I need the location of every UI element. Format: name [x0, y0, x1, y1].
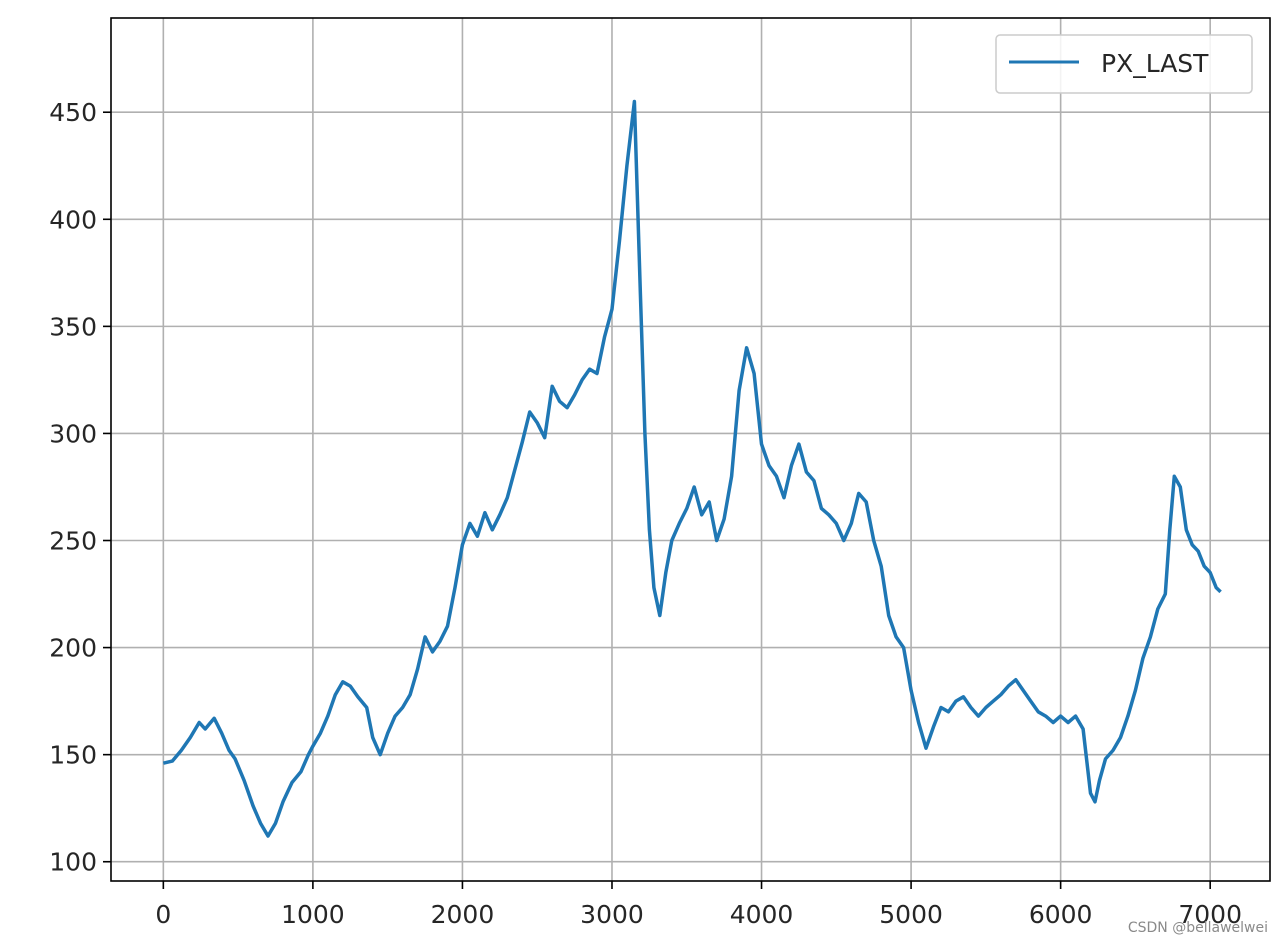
y-tick-label: 150: [49, 741, 97, 770]
y-tick-label: 300: [49, 419, 97, 448]
x-tick-label: 3000: [580, 900, 644, 929]
grid: [111, 18, 1270, 881]
x-tick-label: 6000: [1029, 900, 1093, 929]
series-layer: [162, 99, 1222, 838]
y-tick-label: 350: [49, 312, 97, 341]
x-tick-label: 4000: [730, 900, 794, 929]
legend-frame: [995, 34, 1253, 94]
x-tick-label: 5000: [879, 900, 943, 929]
x-tick-label: 1000: [281, 900, 345, 929]
y-tick-label: 250: [49, 527, 97, 556]
y-tick-label: 100: [49, 848, 97, 877]
y-tick-label: 200: [49, 634, 97, 663]
y-tick-label: 450: [49, 98, 97, 127]
legend-label: PX_LAST: [1101, 49, 1209, 78]
x-axis: 0 1000 2000 3000 4000 5000 6000 7000: [155, 881, 1242, 929]
plot-frame: [110, 17, 1271, 882]
legend: PX_LAST: [995, 34, 1253, 94]
x-tick-label: 7000: [1178, 900, 1242, 929]
x-tick-label: 2000: [431, 900, 495, 929]
x-tick-label: 0: [155, 900, 171, 929]
watermark: CSDN @bellawelwei: [1127, 920, 1268, 936]
y-tick-label: 400: [49, 205, 97, 234]
series-line-px-last: [162, 99, 1222, 838]
y-axis: 100 150 200 250 300 350 400 450: [49, 98, 111, 877]
